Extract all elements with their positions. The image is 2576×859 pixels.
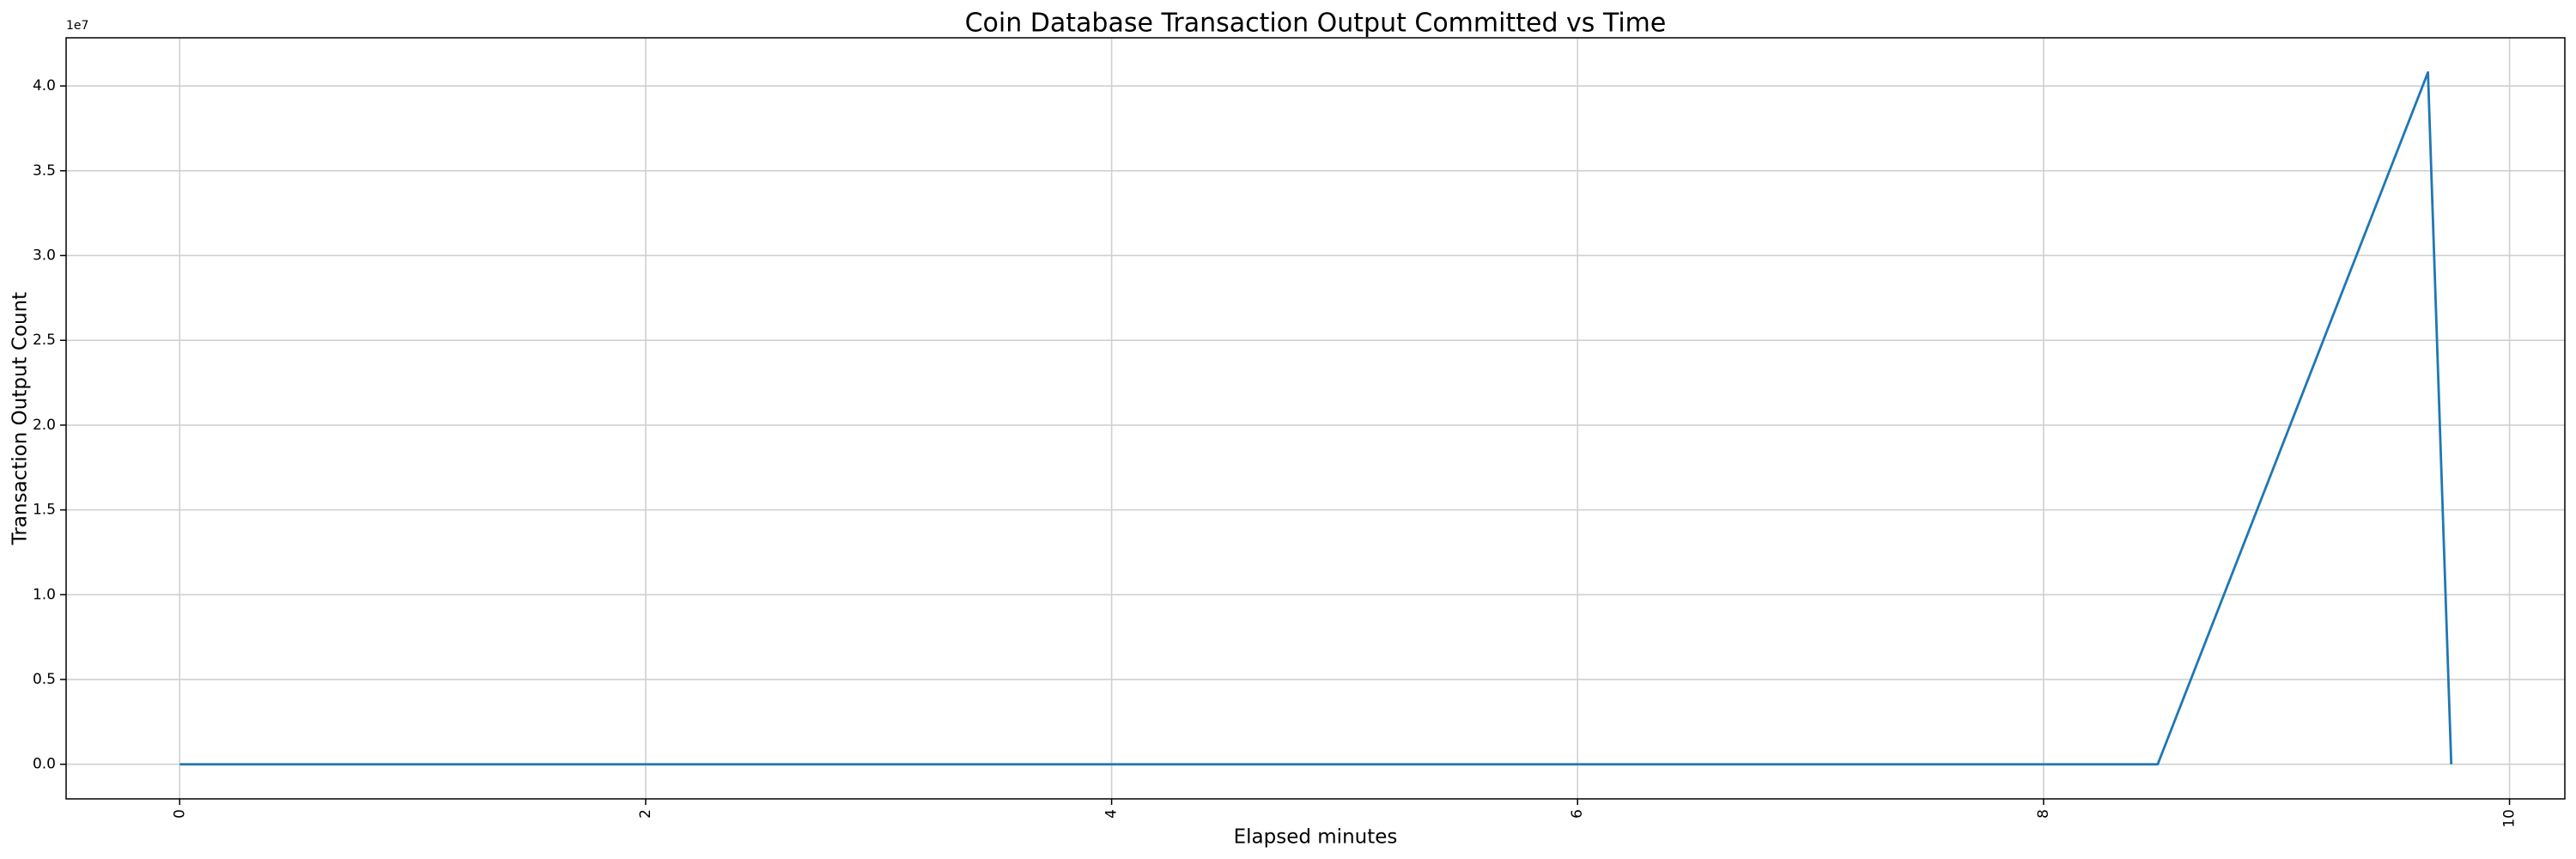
y-axis-label: Transaction Output Count xyxy=(9,292,32,545)
x-tick-label: 2 xyxy=(637,809,654,819)
x-axis-label: Elapsed minutes xyxy=(1234,826,1398,849)
x-tick-label: 6 xyxy=(1569,809,1586,819)
y-tick-label: 2.5 xyxy=(33,332,56,349)
x-tick-label: 10 xyxy=(2501,809,2518,828)
x-tick-label: 0 xyxy=(171,809,188,819)
y-tick-label: 3.0 xyxy=(33,247,56,264)
y-tick-label: 4.0 xyxy=(33,77,56,94)
data-line xyxy=(179,70,2453,766)
x-tick-label: 4 xyxy=(1103,809,1121,819)
y-tick-label: 1.5 xyxy=(33,502,56,519)
y-tick-label: 0.0 xyxy=(33,756,56,773)
y-tick-label: 0.5 xyxy=(33,671,56,688)
chart-title: Coin Database Transaction Output Committ… xyxy=(965,9,1667,39)
y-tick-label: 1.0 xyxy=(33,586,56,603)
plot-frame xyxy=(65,37,2566,800)
y-tick-label: 3.5 xyxy=(33,162,56,180)
y-offset-label: 1e7 xyxy=(66,19,88,33)
x-tick-label: 8 xyxy=(2035,809,2052,819)
y-tick-label: 2.0 xyxy=(33,417,56,434)
